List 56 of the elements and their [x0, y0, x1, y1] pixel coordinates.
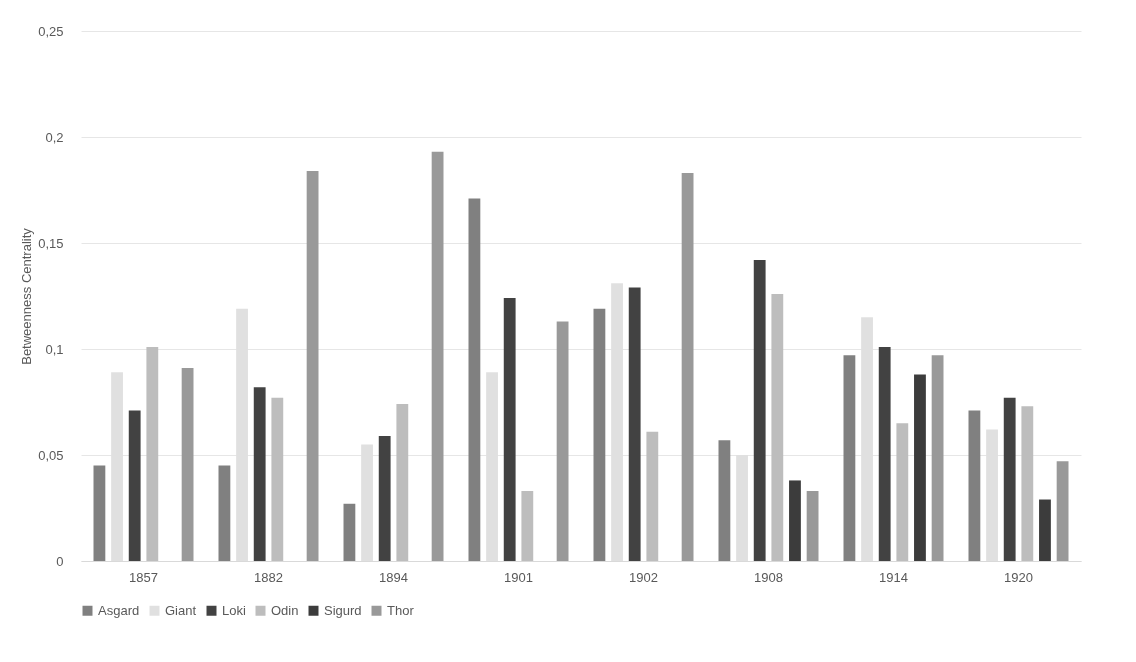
bar: [806, 491, 819, 561]
y-tick-label: 0,15: [38, 235, 64, 251]
bar: [146, 346, 159, 561]
bar: [503, 298, 516, 561]
x-tick-label: 1920: [1004, 569, 1033, 585]
bar: [1039, 499, 1051, 561]
bar: [431, 151, 444, 561]
legend-label: Giant: [165, 602, 197, 618]
bar: [128, 410, 141, 561]
bar: [521, 491, 534, 561]
bar: [218, 465, 231, 561]
bar: [914, 374, 926, 561]
y-tick-label: 0: [56, 553, 64, 569]
bar: [271, 397, 284, 561]
y-tick-label: 0,05: [38, 447, 64, 463]
bar: [343, 503, 356, 561]
bar: [468, 198, 481, 561]
y-axis-title: Betweenness Centrality: [19, 227, 35, 365]
y-tick-label: 0,2: [45, 129, 64, 145]
x-tick-label: 1901: [504, 569, 533, 585]
bar: [306, 170, 319, 561]
x-tick-label: 1902: [629, 569, 658, 585]
bar: [93, 465, 106, 561]
legend-label: Odin: [271, 602, 299, 618]
x-tick-label: 1894: [379, 569, 408, 585]
x-tick-label: 1914: [879, 569, 908, 585]
legend-label: Asgard: [98, 602, 140, 618]
bar: [843, 355, 856, 561]
bar: [878, 346, 891, 561]
bar: [378, 435, 391, 561]
bar: [253, 387, 266, 561]
bar: [556, 321, 569, 561]
y-tick-label: 0,25: [38, 23, 64, 39]
bar: [1021, 406, 1034, 561]
bar: [931, 355, 944, 561]
bar: [753, 259, 766, 561]
bar: [681, 173, 694, 561]
bar: [771, 293, 784, 561]
bar: [789, 480, 801, 561]
x-tick-label: 1882: [254, 569, 283, 585]
bar: [1056, 461, 1069, 561]
bar: [396, 404, 409, 561]
x-tick-label: 1857: [129, 569, 158, 585]
bar: [718, 440, 731, 561]
bar: [968, 410, 981, 561]
legend-label: Loki: [222, 602, 246, 618]
bar: [628, 287, 641, 561]
legend-label: Thor: [387, 602, 415, 618]
x-tick-label: 1908: [754, 569, 783, 585]
bar: [646, 431, 659, 561]
y-tick-label: 0,1: [45, 341, 64, 357]
bar: [896, 423, 909, 561]
legend-label: Sigurd: [324, 602, 362, 618]
bar: [1003, 397, 1016, 561]
bar: [181, 368, 194, 561]
bar: [593, 308, 606, 561]
